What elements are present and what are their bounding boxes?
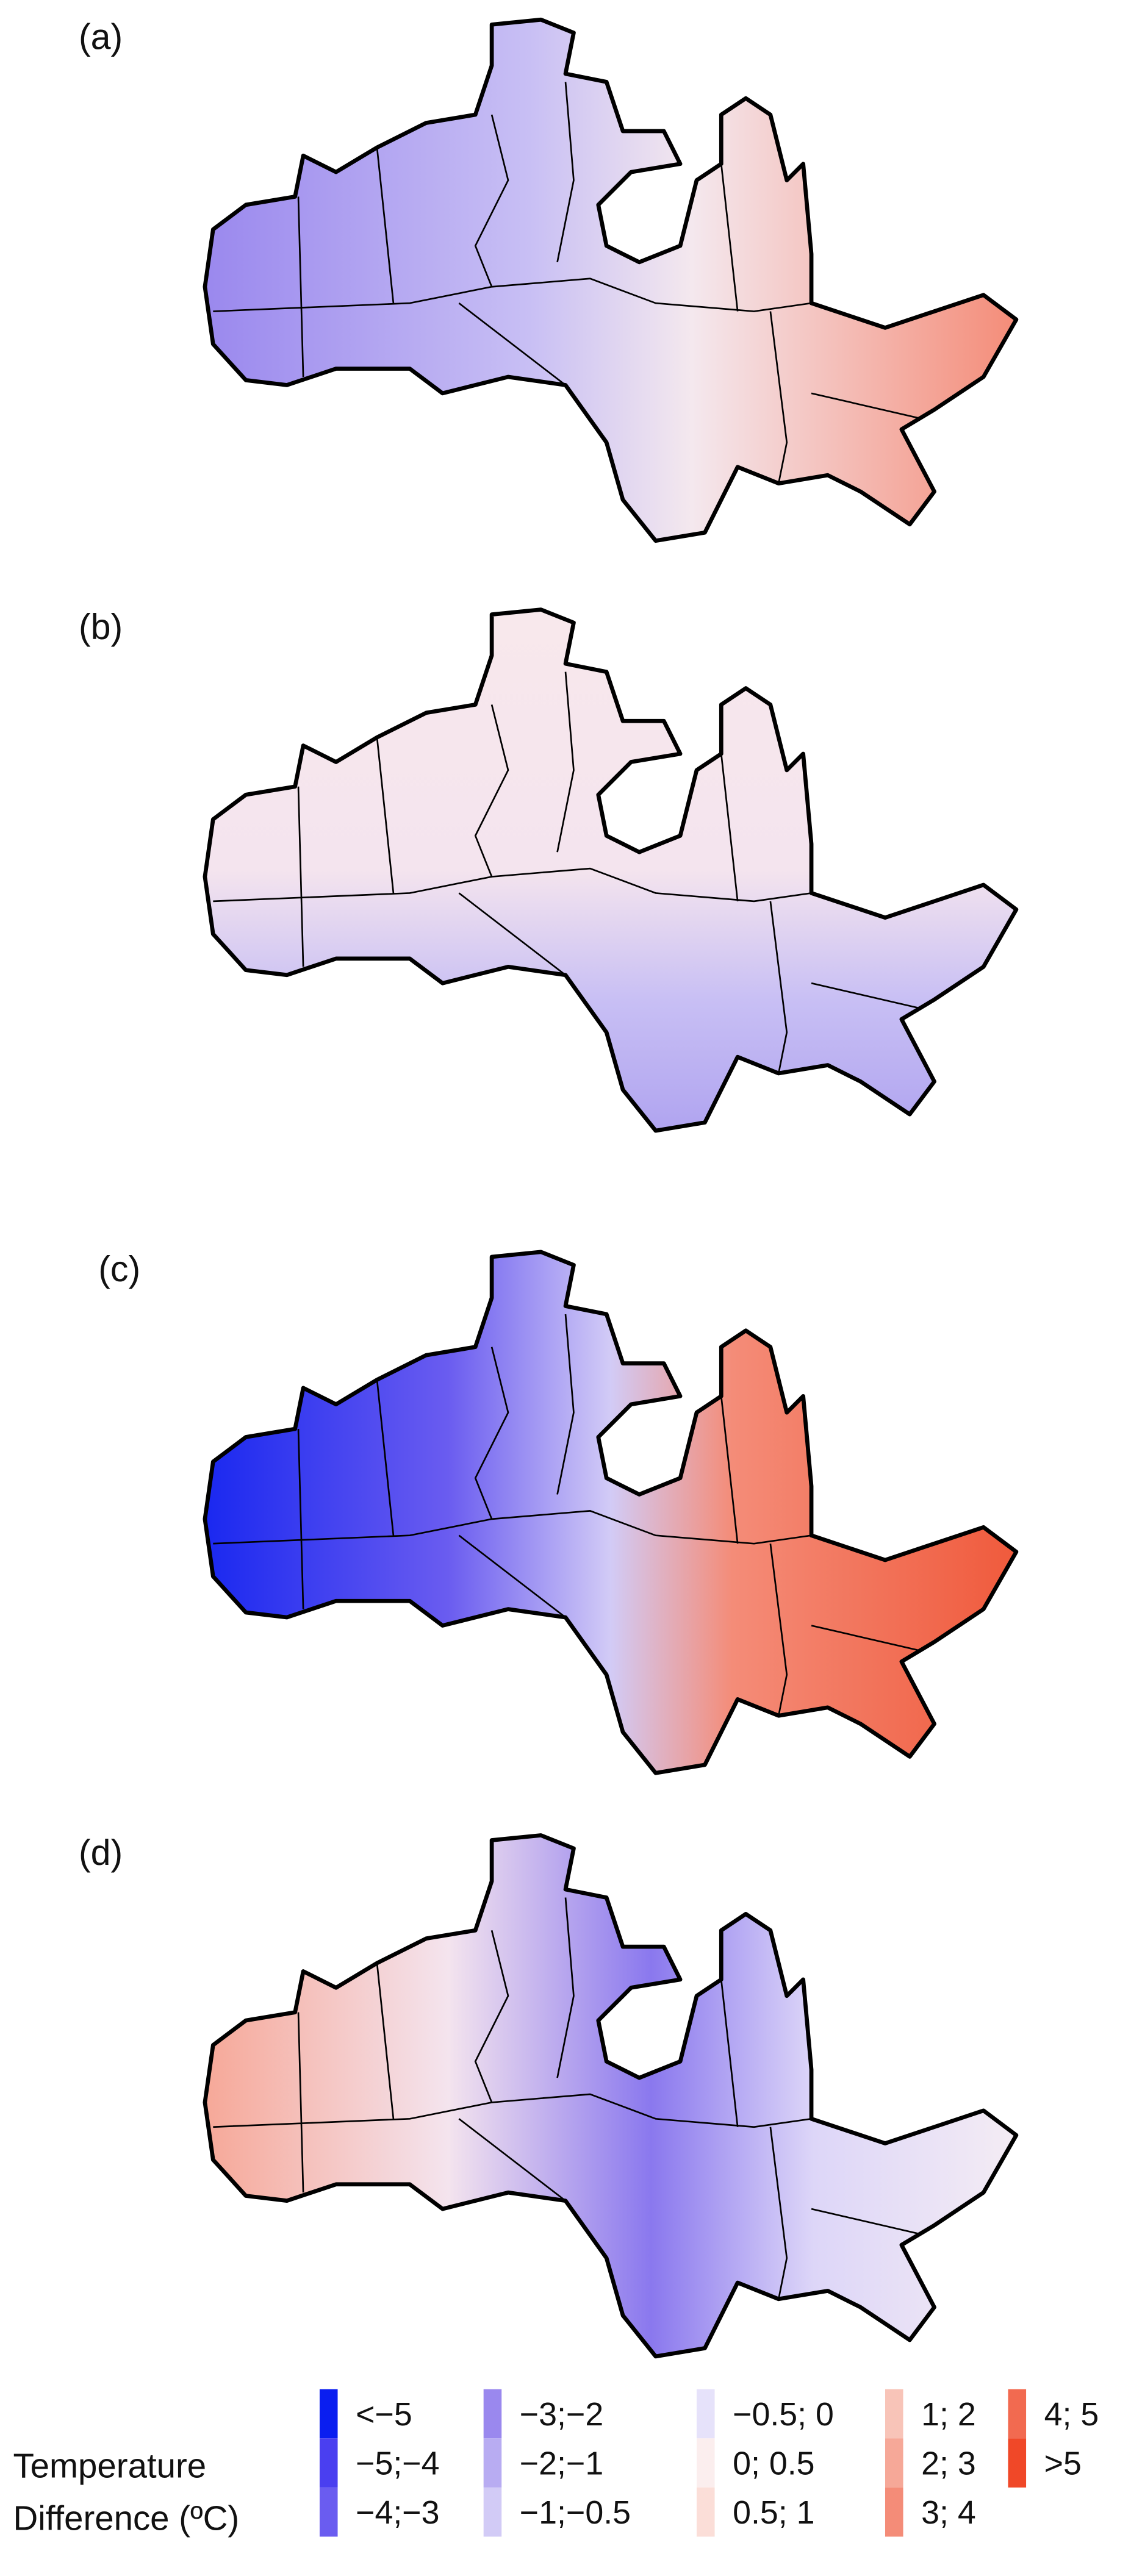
legend-swatch (1008, 2389, 1027, 2439)
legend-label: 0; 0.5 (733, 2445, 814, 2481)
legend-swatch (885, 2487, 903, 2537)
legend-label: <−5 (356, 2396, 412, 2433)
legend-swatch (319, 2389, 338, 2439)
legend-swatch (319, 2487, 338, 2537)
panel-label: (a) (79, 16, 123, 57)
map-panel: (d) (79, 1832, 1016, 2356)
panel-label: (c) (98, 1248, 140, 1289)
region-fill (205, 20, 1016, 540)
legend-swatch (483, 2487, 502, 2537)
legend-label: −1;−0.5 (520, 2494, 631, 2531)
map-panel: (a) (79, 16, 1016, 541)
legend-label: −5;−4 (356, 2445, 439, 2481)
region-fill (205, 610, 1016, 1131)
legend-swatch (319, 2438, 338, 2488)
legend-swatch (696, 2438, 715, 2488)
legend-label: 1; 2 (921, 2396, 976, 2433)
legend-swatch (483, 2389, 502, 2439)
legend-label: −3;−2 (520, 2396, 603, 2433)
legend-label: −4;−3 (356, 2494, 439, 2531)
legend-label: 0.5; 1 (733, 2494, 814, 2531)
legend-label: −2;−1 (520, 2445, 603, 2481)
legend-swatch (885, 2389, 903, 2439)
legend-label: 3; 4 (921, 2494, 976, 2531)
legend-label: 4; 5 (1044, 2396, 1099, 2433)
region-fill (205, 1252, 1016, 1773)
legend-swatch (696, 2487, 715, 2537)
map-panel: (c) (98, 1248, 1016, 1773)
figure-body: (a) (b) (c) (d) Temperature Difference (ºC) <−… (13, 16, 1099, 2538)
map-panel: (b) (79, 606, 1016, 1131)
region-fill (205, 1835, 1016, 2356)
legend-label: >5 (1044, 2445, 1082, 2481)
panel-label: (b) (79, 606, 123, 647)
legend-label: −0.5; 0 (733, 2396, 834, 2433)
legend-label: 2; 3 (921, 2445, 976, 2481)
legend-title: Difference (ºC) (13, 2499, 239, 2538)
legend-swatch (1008, 2438, 1027, 2488)
legend-title: Temperature (13, 2447, 206, 2485)
legend: Temperature Difference (ºC) <−5 −5;−4 −4;−3 −… (13, 2389, 1099, 2538)
legend-swatch (483, 2438, 502, 2488)
legend-swatch (885, 2438, 903, 2488)
legend-swatch (696, 2389, 715, 2439)
panel-label: (d) (79, 1832, 123, 1873)
